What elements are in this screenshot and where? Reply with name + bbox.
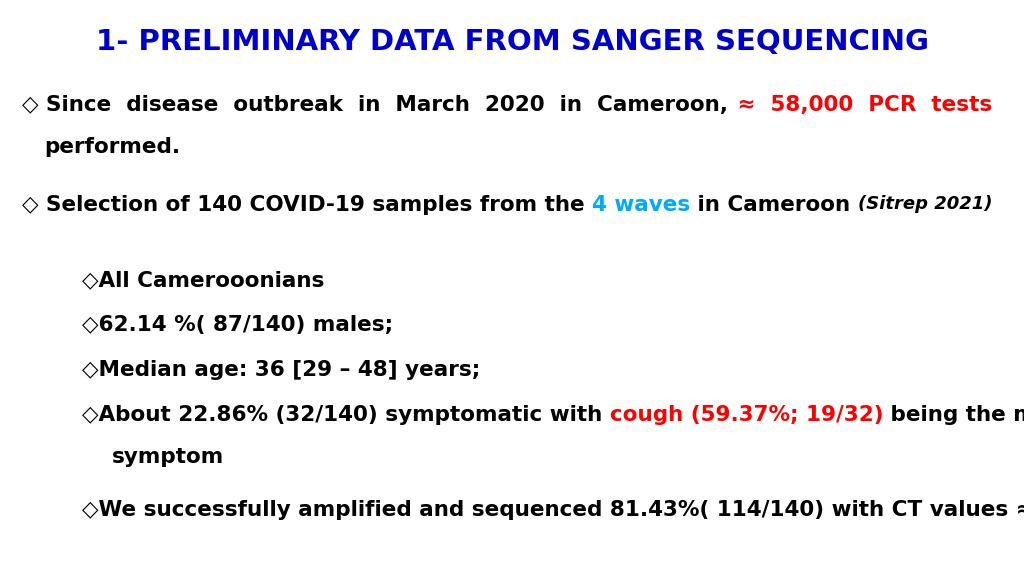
- Text: 1- PRELIMINARY DATA FROM SANGER SEQUENCING: 1- PRELIMINARY DATA FROM SANGER SEQUENCI…: [95, 28, 929, 56]
- Text: ◇We successfully amplified and sequenced 81.43%( 114/140) with CT values ≈ 15.65: ◇We successfully amplified and sequenced…: [82, 500, 1024, 520]
- Text: ◇62.14 %( 87/140) males;: ◇62.14 %( 87/140) males;: [82, 315, 393, 335]
- Text: ◇All Camerooonians: ◇All Camerooonians: [82, 270, 325, 290]
- Text: ≈  58,000  PCR  tests: ≈ 58,000 PCR tests: [730, 95, 992, 115]
- Text: performed.: performed.: [44, 137, 180, 157]
- Text: ◇ Selection of 140 COVID-19 samples from the: ◇ Selection of 140 COVID-19 samples from…: [22, 195, 592, 215]
- Text: 4 waves: 4 waves: [592, 195, 690, 215]
- Text: cough (59.37%; 19/32): cough (59.37%; 19/32): [609, 405, 884, 425]
- Text: ◇Median age: 36 [29 – 48] years;: ◇Median age: 36 [29 – 48] years;: [82, 360, 480, 380]
- Text: in Cameroon: in Cameroon: [690, 195, 858, 215]
- Text: ◇ Since  disease  outbreak  in  March  2020  in  Cameroon,: ◇ Since disease outbreak in March 2020 i…: [22, 95, 728, 115]
- Text: symptom: symptom: [112, 447, 224, 467]
- Text: being the most prevailing: being the most prevailing: [884, 405, 1024, 425]
- Text: (Sitrep 2021): (Sitrep 2021): [858, 195, 992, 213]
- Text: ◇About 22.86% (32/140) symptomatic with: ◇About 22.86% (32/140) symptomatic with: [82, 405, 609, 425]
